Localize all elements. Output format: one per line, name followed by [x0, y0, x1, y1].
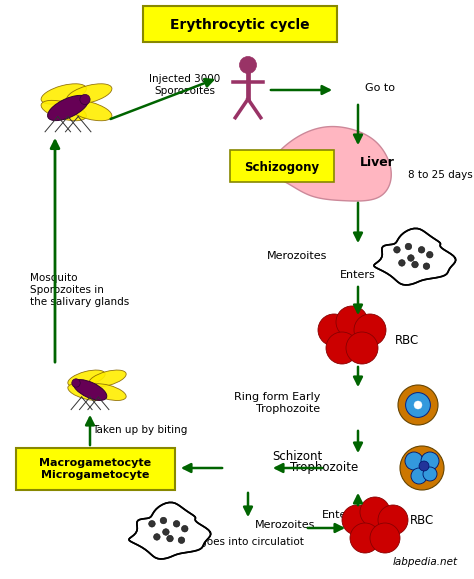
Circle shape: [342, 505, 372, 535]
Circle shape: [318, 314, 350, 346]
Text: Enters: Enters: [340, 270, 376, 280]
Circle shape: [336, 306, 368, 338]
Circle shape: [80, 94, 90, 105]
Circle shape: [173, 521, 180, 527]
Circle shape: [421, 452, 439, 470]
Text: Ggoes into circulatiot: Ggoes into circulatiot: [192, 537, 304, 547]
Circle shape: [354, 314, 386, 346]
Text: Schizogony: Schizogony: [245, 160, 319, 174]
Circle shape: [360, 497, 390, 527]
Polygon shape: [264, 127, 391, 201]
Circle shape: [414, 401, 422, 409]
Circle shape: [350, 523, 380, 553]
Polygon shape: [374, 229, 456, 285]
Circle shape: [346, 332, 378, 364]
Text: labpedia.net: labpedia.net: [393, 557, 458, 567]
Circle shape: [326, 332, 358, 364]
Ellipse shape: [66, 100, 112, 121]
Circle shape: [149, 521, 155, 527]
Text: 8 to 25 days: 8 to 25 days: [408, 170, 473, 180]
Circle shape: [160, 517, 167, 524]
FancyBboxPatch shape: [230, 150, 334, 182]
Circle shape: [405, 243, 412, 250]
Ellipse shape: [73, 380, 107, 401]
Text: Go to: Go to: [365, 83, 395, 93]
Circle shape: [394, 247, 400, 253]
Circle shape: [423, 263, 430, 269]
Circle shape: [427, 251, 433, 258]
Circle shape: [405, 452, 423, 470]
Text: Mosquito
Sporozoites in
the salivary glands: Mosquito Sporozoites in the salivary gla…: [30, 273, 129, 307]
Text: Merozoites: Merozoites: [255, 520, 315, 530]
Ellipse shape: [68, 370, 105, 387]
FancyBboxPatch shape: [16, 448, 175, 490]
Ellipse shape: [89, 384, 126, 401]
Ellipse shape: [41, 100, 86, 121]
Text: Macrogametocyte
Microgametocyte: Macrogametocyte Microgametocyte: [39, 458, 151, 480]
Circle shape: [378, 505, 408, 535]
Circle shape: [182, 525, 188, 532]
Text: Trophozoite: Trophozoite: [290, 461, 358, 475]
Circle shape: [423, 467, 437, 481]
Circle shape: [408, 255, 414, 261]
Circle shape: [406, 393, 430, 417]
Circle shape: [399, 259, 405, 266]
Text: Liver: Liver: [360, 156, 395, 168]
Text: Taken up by biting: Taken up by biting: [92, 425, 188, 435]
Circle shape: [163, 529, 169, 535]
Circle shape: [411, 468, 427, 484]
Text: RBC: RBC: [395, 334, 419, 346]
Circle shape: [239, 57, 256, 74]
Polygon shape: [129, 503, 211, 559]
Ellipse shape: [89, 370, 126, 387]
Circle shape: [418, 247, 425, 253]
Circle shape: [178, 537, 185, 544]
Circle shape: [412, 261, 418, 268]
Circle shape: [400, 446, 444, 490]
Text: Merozoites: Merozoites: [266, 251, 327, 261]
Circle shape: [398, 385, 438, 425]
Text: Injected 3000
Sporozoites: Injected 3000 Sporozoites: [149, 74, 220, 96]
Ellipse shape: [68, 384, 105, 401]
Text: RBC: RBC: [410, 514, 434, 526]
Text: Erythrocytic cycle: Erythrocytic cycle: [170, 18, 310, 32]
Text: Enters: Enters: [322, 510, 358, 520]
Text: Ring form Early
Trophozoite: Ring form Early Trophozoite: [234, 392, 320, 414]
Circle shape: [419, 461, 429, 471]
Ellipse shape: [47, 96, 89, 120]
Circle shape: [167, 535, 173, 542]
Circle shape: [72, 379, 80, 387]
Circle shape: [154, 534, 160, 540]
Text: Schizont: Schizont: [272, 449, 322, 463]
Circle shape: [370, 523, 400, 553]
Ellipse shape: [41, 84, 86, 104]
Ellipse shape: [66, 84, 112, 104]
FancyBboxPatch shape: [143, 6, 337, 42]
